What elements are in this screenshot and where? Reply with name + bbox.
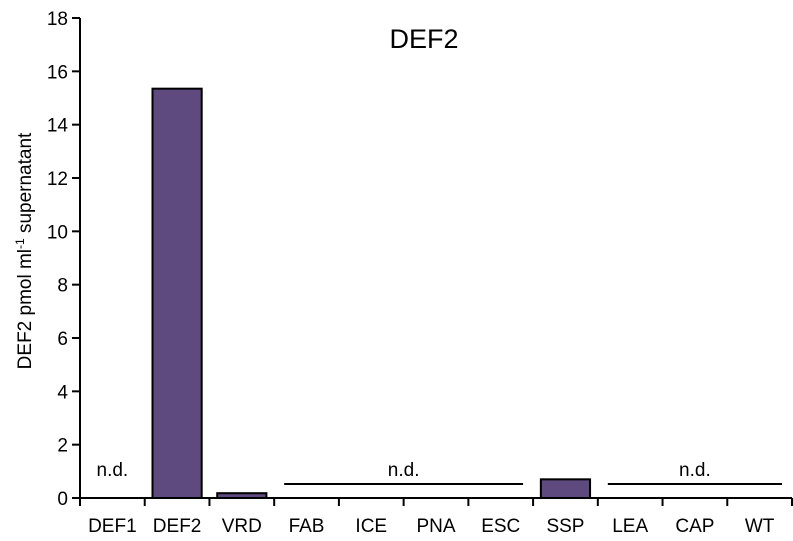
y-tick-label: 8 — [57, 276, 68, 297]
y-tick-label: 4 — [57, 382, 68, 403]
y-tick-label: 14 — [47, 116, 69, 137]
y-tick-label: 6 — [57, 329, 68, 350]
nd-label: n.d. — [679, 460, 711, 481]
y-tick-label: 10 — [47, 222, 68, 243]
x-tick-label-esc: ESC — [481, 516, 520, 537]
bar-def2 — [151, 87, 203, 500]
x-tick-label-ssp: SSP — [546, 516, 584, 537]
y-tick-label: 12 — [47, 169, 68, 190]
y-axis-label-main: DEF2 pmol ml — [15, 249, 36, 369]
x-tick-label-fab: FAB — [289, 516, 325, 537]
x-tick-label-ice: ICE — [355, 516, 387, 537]
bar-ssp — [539, 478, 592, 500]
chart-title: DEF2 — [389, 24, 458, 54]
y-axis-label-tail: supernatant — [15, 132, 36, 238]
x-tick-label-def2: DEF2 — [153, 516, 202, 537]
y-tick-label: 16 — [47, 62, 68, 83]
x-tick-label-vrd: VRD — [222, 516, 262, 537]
y-tick-label: 0 — [57, 489, 68, 510]
y-tick-label: 2 — [57, 436, 68, 457]
x-tick-label-wt: WT — [745, 516, 775, 537]
nd-label: n.d. — [97, 460, 129, 481]
x-tick-label-pna: PNA — [416, 516, 455, 537]
x-tick-label-cap: CAP — [675, 516, 714, 537]
bar-vrd — [216, 492, 268, 500]
y-axis-label-superscript: -1 — [13, 238, 27, 249]
x-tick-label-def1: DEF1 — [88, 516, 137, 537]
nd-label: n.d. — [388, 460, 420, 481]
plot-area: 0 2 4 6 8 10 12 14 16 18 DEF1 DEF2 VRD FAB ICE PNA ESC SS… — [47, 9, 793, 537]
y-axis-label: DEF2 pmol ml-1 supernatant — [13, 132, 36, 369]
x-tick-label-lea: LEA — [612, 516, 648, 537]
y-tick-label: 18 — [47, 9, 68, 30]
